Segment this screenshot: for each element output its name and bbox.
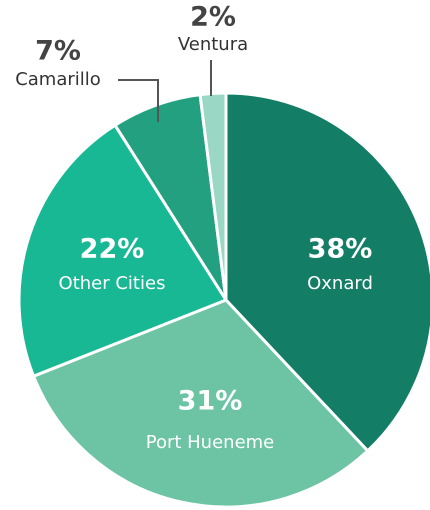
value-label: 38% xyxy=(308,234,373,265)
pie-slice xyxy=(32,298,370,509)
category-label: Oxnard xyxy=(307,273,373,294)
category-label: Camarillo xyxy=(15,69,101,90)
pie-slice xyxy=(198,91,228,302)
value-label: 22% xyxy=(80,234,145,265)
pie-slice xyxy=(17,123,228,378)
pie-slice xyxy=(224,91,430,453)
category-label: Other Cities xyxy=(59,273,166,294)
leader-line xyxy=(118,79,159,122)
value-label: 2% xyxy=(190,2,236,33)
category-label: Ventura xyxy=(178,34,248,55)
value-label: 31% xyxy=(178,386,243,417)
value-label: 7% xyxy=(35,36,81,67)
category-label: Port Hueneme xyxy=(146,432,275,453)
